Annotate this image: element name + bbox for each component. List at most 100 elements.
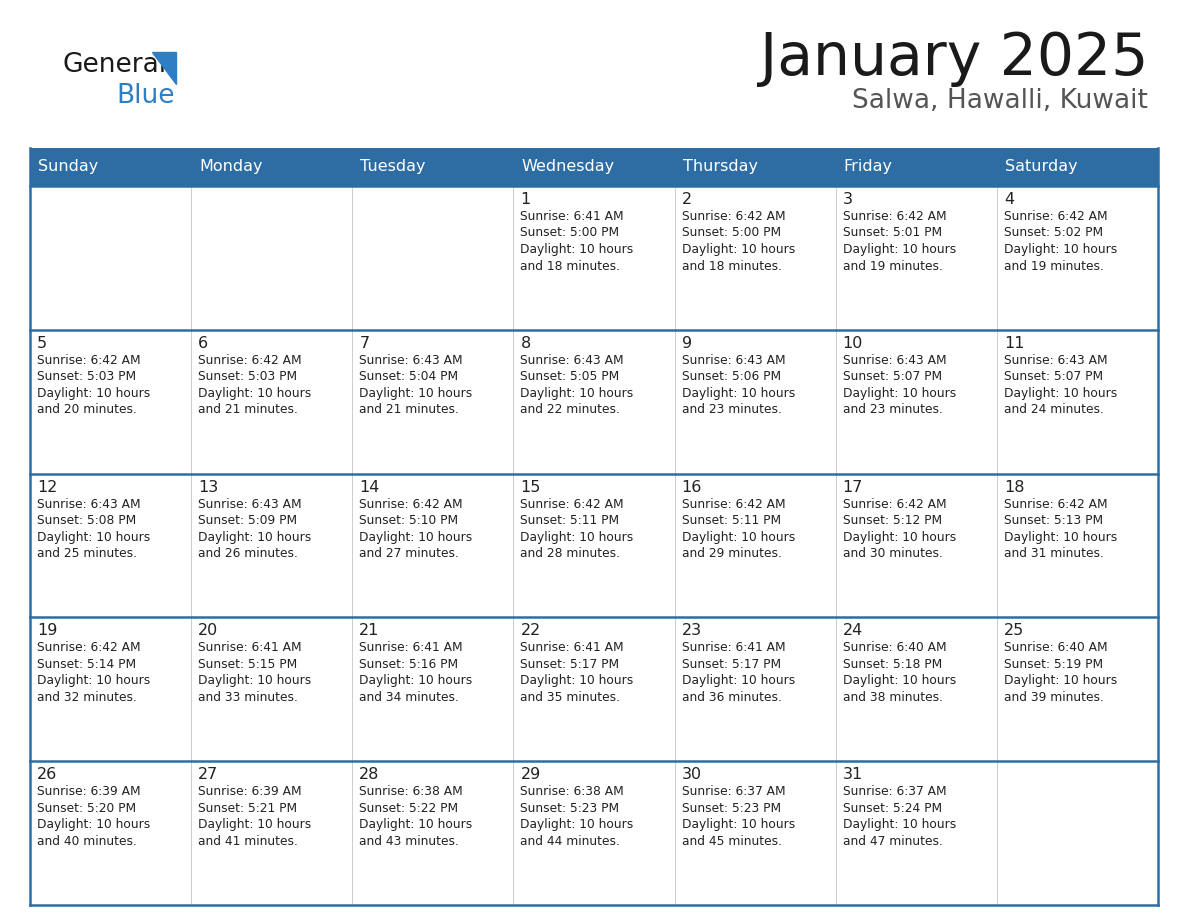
Bar xyxy=(513,474,675,618)
Bar xyxy=(675,330,835,474)
Text: Sunrise: 6:43 AM: Sunrise: 6:43 AM xyxy=(1004,353,1107,367)
Text: Daylight: 10 hours: Daylight: 10 hours xyxy=(520,818,633,831)
Text: and 24 minutes.: and 24 minutes. xyxy=(1004,403,1104,416)
Bar xyxy=(191,330,353,474)
Text: 6: 6 xyxy=(198,336,208,351)
Text: Blue: Blue xyxy=(116,83,175,109)
Text: 5: 5 xyxy=(37,336,48,351)
Bar xyxy=(513,761,675,905)
Text: 7: 7 xyxy=(359,336,369,351)
Text: and 28 minutes.: and 28 minutes. xyxy=(520,547,620,560)
Text: Sunrise: 6:42 AM: Sunrise: 6:42 AM xyxy=(1004,498,1107,510)
Text: Daylight: 10 hours: Daylight: 10 hours xyxy=(359,531,473,543)
Text: Friday: Friday xyxy=(843,160,892,174)
Text: Sunset: 5:23 PM: Sunset: 5:23 PM xyxy=(682,801,781,814)
Text: Sunset: 5:02 PM: Sunset: 5:02 PM xyxy=(1004,227,1102,240)
Text: and 45 minutes.: and 45 minutes. xyxy=(682,834,782,847)
Bar xyxy=(191,186,353,330)
Text: Sunset: 5:09 PM: Sunset: 5:09 PM xyxy=(198,514,297,527)
Text: Daylight: 10 hours: Daylight: 10 hours xyxy=(198,818,311,831)
Text: Sunrise: 6:37 AM: Sunrise: 6:37 AM xyxy=(682,785,785,798)
Text: and 33 minutes.: and 33 minutes. xyxy=(198,691,298,704)
Text: and 35 minutes.: and 35 minutes. xyxy=(520,691,620,704)
Text: Daylight: 10 hours: Daylight: 10 hours xyxy=(842,818,956,831)
Text: Sunset: 5:13 PM: Sunset: 5:13 PM xyxy=(1004,514,1102,527)
Text: Daylight: 10 hours: Daylight: 10 hours xyxy=(520,243,633,256)
Text: Daylight: 10 hours: Daylight: 10 hours xyxy=(842,675,956,688)
Text: Sunrise: 6:42 AM: Sunrise: 6:42 AM xyxy=(520,498,624,510)
Text: Sunset: 5:07 PM: Sunset: 5:07 PM xyxy=(842,370,942,384)
Bar xyxy=(675,618,835,761)
Text: and 39 minutes.: and 39 minutes. xyxy=(1004,691,1104,704)
Text: 2: 2 xyxy=(682,192,691,207)
Bar xyxy=(513,330,675,474)
Bar xyxy=(675,474,835,618)
Text: Daylight: 10 hours: Daylight: 10 hours xyxy=(682,243,795,256)
Text: Sunset: 5:24 PM: Sunset: 5:24 PM xyxy=(842,801,942,814)
Text: General: General xyxy=(62,52,166,78)
Text: 11: 11 xyxy=(1004,336,1024,351)
Text: Sunset: 5:19 PM: Sunset: 5:19 PM xyxy=(1004,658,1102,671)
Text: Daylight: 10 hours: Daylight: 10 hours xyxy=(359,675,473,688)
Bar xyxy=(30,474,191,618)
Bar xyxy=(675,186,835,330)
Bar xyxy=(353,330,513,474)
Bar xyxy=(353,148,513,186)
Text: and 41 minutes.: and 41 minutes. xyxy=(198,834,298,847)
Text: 15: 15 xyxy=(520,479,541,495)
Text: Sunset: 5:11 PM: Sunset: 5:11 PM xyxy=(682,514,781,527)
Text: Daylight: 10 hours: Daylight: 10 hours xyxy=(37,531,150,543)
Text: and 19 minutes.: and 19 minutes. xyxy=(1004,260,1104,273)
Text: Sunrise: 6:40 AM: Sunrise: 6:40 AM xyxy=(1004,642,1107,655)
Text: Sunset: 5:04 PM: Sunset: 5:04 PM xyxy=(359,370,459,384)
Text: Thursday: Thursday xyxy=(683,160,758,174)
Text: Sunrise: 6:42 AM: Sunrise: 6:42 AM xyxy=(198,353,302,367)
Text: Sunrise: 6:42 AM: Sunrise: 6:42 AM xyxy=(682,498,785,510)
Text: and 18 minutes.: and 18 minutes. xyxy=(682,260,782,273)
Text: Sunrise: 6:40 AM: Sunrise: 6:40 AM xyxy=(842,642,947,655)
Text: Daylight: 10 hours: Daylight: 10 hours xyxy=(682,818,795,831)
Text: Sunset: 5:14 PM: Sunset: 5:14 PM xyxy=(37,658,137,671)
Text: Sunset: 5:12 PM: Sunset: 5:12 PM xyxy=(842,514,942,527)
Text: Daylight: 10 hours: Daylight: 10 hours xyxy=(37,818,150,831)
Text: Daylight: 10 hours: Daylight: 10 hours xyxy=(682,675,795,688)
Text: Daylight: 10 hours: Daylight: 10 hours xyxy=(37,675,150,688)
Text: Sunrise: 6:42 AM: Sunrise: 6:42 AM xyxy=(37,353,140,367)
Text: Sunrise: 6:38 AM: Sunrise: 6:38 AM xyxy=(359,785,463,798)
Bar xyxy=(997,186,1158,330)
Text: 10: 10 xyxy=(842,336,864,351)
Text: Sunset: 5:05 PM: Sunset: 5:05 PM xyxy=(520,370,620,384)
Bar xyxy=(675,148,835,186)
Bar xyxy=(191,148,353,186)
Text: Daylight: 10 hours: Daylight: 10 hours xyxy=(198,531,311,543)
Text: and 34 minutes.: and 34 minutes. xyxy=(359,691,459,704)
Bar xyxy=(835,761,997,905)
Text: Sunset: 5:18 PM: Sunset: 5:18 PM xyxy=(842,658,942,671)
Text: 29: 29 xyxy=(520,767,541,782)
Text: and 43 minutes.: and 43 minutes. xyxy=(359,834,459,847)
Text: 27: 27 xyxy=(198,767,219,782)
Bar xyxy=(835,148,997,186)
Text: and 40 minutes.: and 40 minutes. xyxy=(37,834,137,847)
Text: and 20 minutes.: and 20 minutes. xyxy=(37,403,137,416)
Bar xyxy=(30,618,191,761)
Text: 23: 23 xyxy=(682,623,702,638)
Bar xyxy=(191,618,353,761)
Text: 30: 30 xyxy=(682,767,702,782)
Text: Sunrise: 6:41 AM: Sunrise: 6:41 AM xyxy=(520,210,624,223)
Text: 4: 4 xyxy=(1004,192,1015,207)
Text: and 26 minutes.: and 26 minutes. xyxy=(198,547,298,560)
Text: Sunset: 5:07 PM: Sunset: 5:07 PM xyxy=(1004,370,1102,384)
Bar xyxy=(30,330,191,474)
Text: Sunset: 5:11 PM: Sunset: 5:11 PM xyxy=(520,514,620,527)
Text: Sunset: 5:20 PM: Sunset: 5:20 PM xyxy=(37,801,137,814)
Text: Sunrise: 6:37 AM: Sunrise: 6:37 AM xyxy=(842,785,947,798)
Bar xyxy=(191,761,353,905)
Text: Sunrise: 6:43 AM: Sunrise: 6:43 AM xyxy=(682,353,785,367)
Text: and 31 minutes.: and 31 minutes. xyxy=(1004,547,1104,560)
Bar xyxy=(997,761,1158,905)
Bar xyxy=(997,618,1158,761)
Text: Sunset: 5:03 PM: Sunset: 5:03 PM xyxy=(37,370,137,384)
Text: and 47 minutes.: and 47 minutes. xyxy=(842,834,942,847)
Bar xyxy=(30,186,191,330)
